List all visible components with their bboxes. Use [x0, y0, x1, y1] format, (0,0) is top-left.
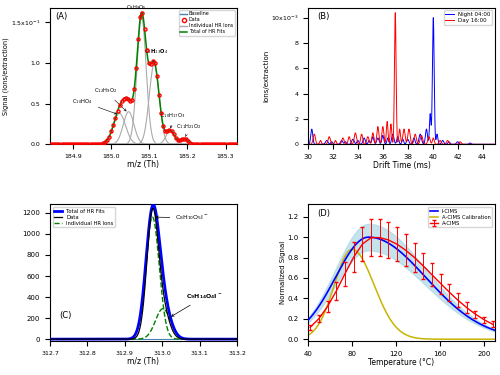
Line: I-CIMS: I-CIMS	[308, 237, 495, 330]
Day 16:00	[492, 142, 498, 147]
Legend: Total of HR Fits, Data, Individual HR Ions: Total of HR Fits, Data, Individual HR Io…	[52, 207, 116, 227]
X-axis label: Drift Time (ms): Drift Time (ms)	[372, 161, 430, 170]
Day 16:00	[376, 139, 382, 144]
Night 04:00	[492, 142, 498, 147]
Line: Day 16:00: Day 16:00	[308, 13, 495, 144]
A-CIMS Calibration	[406, 334, 412, 339]
A-CIMS Calibration	[458, 337, 464, 342]
Legend: I-CIMS, A-CIMS Calibration, A-CIMS: I-CIMS, A-CIMS Calibration, A-CIMS	[428, 207, 492, 227]
Text: C$_8$H$_{10}$O$_5$I$^-$: C$_8$H$_{10}$O$_5$I$^-$	[156, 213, 209, 222]
Day 16:00	[392, 10, 398, 15]
Line: Night 04:00: Night 04:00	[308, 18, 495, 144]
A-CIMS Calibration	[488, 337, 494, 342]
Text: (D): (D)	[318, 209, 330, 218]
A-CIMS Calibration	[305, 333, 311, 338]
Night 04:00	[385, 136, 391, 140]
Text: C$_{11}$H$_{21}$O$_2$: C$_{11}$H$_{21}$O$_2$	[176, 122, 202, 136]
Night 04:00	[430, 15, 436, 20]
Text: (A): (A)	[56, 12, 68, 21]
I-CIMS	[488, 327, 494, 331]
Text: C$_8$H$_9$O$_5$: C$_8$H$_9$O$_5$	[126, 3, 147, 17]
Day 16:00	[338, 141, 344, 146]
Night 04:00	[326, 141, 332, 146]
I-CIMS	[406, 258, 412, 262]
Day 16:00	[468, 142, 474, 147]
I-CIMS	[305, 318, 311, 322]
Legend: Night 04:00, Day 16:00: Night 04:00, Day 16:00	[444, 10, 492, 25]
A-CIMS Calibration	[492, 337, 498, 342]
Night 04:00	[338, 140, 344, 144]
Y-axis label: Signal (ions/extraction): Signal (ions/extraction)	[2, 37, 9, 115]
A-CIMS Calibration	[394, 326, 400, 331]
Night 04:00	[305, 142, 311, 147]
A-CIMS Calibration	[416, 336, 422, 340]
Line: A-CIMS Calibration: A-CIMS Calibration	[308, 249, 495, 339]
Day 16:00	[305, 142, 311, 147]
I-CIMS	[458, 310, 464, 314]
Text: (B): (B)	[318, 12, 330, 21]
Day 16:00	[385, 126, 391, 130]
Y-axis label: Ions/extraction: Ions/extraction	[263, 50, 269, 102]
Night 04:00	[488, 142, 494, 147]
Day 16:00	[326, 135, 332, 139]
Text: (C): (C)	[60, 311, 72, 320]
Night 04:00	[468, 141, 474, 146]
I-CIMS	[492, 328, 498, 333]
Text: $\bf{C_9H_{14}O_4I^-}$: $\bf{C_9H_{14}O_4I^-}$	[172, 292, 223, 316]
Text: C$_8$H$_{13}$O$_4$: C$_8$H$_{13}$O$_4$	[144, 48, 168, 63]
Day 16:00	[488, 142, 494, 147]
Legend: Baseline, Data, Individual HR Ions, Total of HR Fits: Baseline, Data, Individual HR Ions, Tota…	[178, 10, 234, 36]
Y-axis label: Normalized Signal: Normalized Signal	[280, 241, 285, 304]
I-CIMS	[416, 268, 422, 273]
X-axis label: m/z (Th): m/z (Th)	[128, 160, 160, 170]
Night 04:00	[376, 140, 382, 145]
Text: C$_{10}$H$_{17}$O$_3$: C$_{10}$H$_{17}$O$_3$	[160, 111, 186, 128]
Text: C$_{10}$HO$_4$: C$_{10}$HO$_4$	[72, 97, 116, 114]
X-axis label: m/z (Th): m/z (Th)	[128, 357, 160, 366]
I-CIMS	[366, 235, 372, 239]
I-CIMS	[394, 247, 400, 252]
Text: C$_{12}$H$_9$O$_2$: C$_{12}$H$_9$O$_2$	[94, 87, 126, 111]
A-CIMS Calibration	[396, 327, 402, 332]
X-axis label: Temperature (°C): Temperature (°C)	[368, 358, 434, 368]
I-CIMS	[396, 248, 402, 252]
A-CIMS Calibration	[349, 247, 355, 252]
